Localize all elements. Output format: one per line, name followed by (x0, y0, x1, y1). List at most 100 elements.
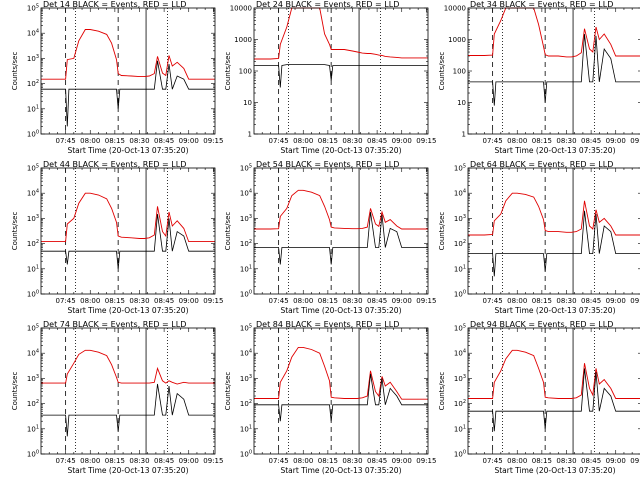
x-tick-label: 09:15 (630, 297, 640, 305)
y-tick-label: 10 (243, 99, 252, 107)
y-tick-label: 103 (240, 374, 252, 383)
y-tick-label: 100 (239, 68, 252, 76)
y-tick-label: 105 (454, 324, 466, 333)
detector-panel: Det 34 BLACK = Events, RED = LLD Counts/s… (438, 0, 640, 155)
plot-frame (253, 7, 429, 135)
x-axis-label: Start Time (20-Oct-13 07:35:20) (280, 466, 401, 475)
x-axis-label: Start Time (20-Oct-13 07:35:20) (67, 306, 188, 315)
x-tick-label: 07:45 (483, 297, 503, 305)
y-tick-label: 102 (27, 239, 39, 248)
panel-title: Det 14 BLACK = Events, RED = LLD (43, 0, 186, 9)
x-axis-label: Start Time (20-Oct-13 07:35:20) (494, 146, 615, 155)
y-tick-label: 1 (462, 131, 466, 139)
y-tick-label: 100 (454, 290, 466, 299)
x-axis-label: Start Time (20-Oct-13 07:35:20) (67, 466, 188, 475)
x-tick-label: 08:30 (342, 457, 362, 465)
x-tick-label: 08:30 (556, 297, 576, 305)
lld-series-line (41, 349, 215, 385)
events-series-line (468, 33, 640, 106)
y-axis-label: Counts/sec (438, 52, 446, 91)
x-tick-label: 08:15 (318, 457, 338, 465)
y-axis-label: Counts/sec (11, 372, 19, 411)
y-tick-label: 101 (27, 264, 39, 273)
x-axis-label: Start Time (20-Oct-13 07:35:20) (280, 146, 401, 155)
y-tick-label: 102 (454, 399, 466, 408)
panel-title: Det 24 BLACK = Events, RED = LLD (256, 0, 399, 9)
y-tick-label: 100 (27, 290, 39, 299)
lld-series-line (41, 29, 215, 80)
events-series-line (468, 368, 640, 432)
x-tick-label: 09:00 (179, 457, 199, 465)
x-tick-label: 08:45 (154, 457, 174, 465)
x-tick-label: 07:45 (56, 457, 76, 465)
x-tick-label: 07:45 (269, 297, 289, 305)
detector-panel: Det 84 BLACK = Events, RED = LLD Counts/s… (224, 320, 436, 475)
lld-series-line (254, 346, 428, 400)
y-tick-label: 105 (240, 324, 252, 333)
y-tick-label: 100 (240, 450, 252, 459)
x-tick-label: 09:00 (392, 457, 412, 465)
x-tick-label: 09:15 (630, 457, 640, 465)
y-axis-label: Counts/sec (11, 212, 19, 251)
y-tick-label: 101 (27, 424, 39, 433)
x-tick-label: 08:45 (154, 297, 174, 305)
y-tick-label: 102 (240, 399, 252, 408)
x-tick-label: 08:00 (507, 457, 527, 465)
y-tick-label: 102 (240, 239, 252, 248)
x-tick-label: 08:00 (507, 297, 527, 305)
x-tick-label: 07:45 (56, 137, 76, 145)
y-tick-label: 104 (27, 189, 39, 198)
x-tick-label: 08:30 (556, 137, 576, 145)
x-tick-label: 08:15 (318, 297, 338, 305)
x-tick-label: 08:15 (532, 297, 552, 305)
x-tick-label: 08:45 (367, 137, 387, 145)
y-tick-label: 10000 (444, 5, 466, 13)
y-tick-label: 104 (240, 349, 252, 358)
x-tick-label: 08:15 (532, 457, 552, 465)
detector-panel: Det 14 BLACK = Events, RED = LLD Counts/s… (11, 0, 223, 155)
x-tick-label: 08:30 (129, 137, 149, 145)
lld-series-line (468, 192, 640, 236)
lld-series-line (468, 349, 640, 399)
plot-frame (253, 167, 429, 295)
x-tick-label: 09:15 (630, 137, 640, 145)
x-tick-label: 07:45 (483, 457, 503, 465)
y-tick-label: 105 (27, 164, 39, 173)
panel-title: Det 84 BLACK = Events, RED = LLD (256, 320, 399, 329)
x-axis-label: Start Time (20-Oct-13 07:35:20) (494, 466, 615, 475)
y-tick-label: 101 (240, 424, 252, 433)
y-tick-label: 1 (248, 131, 252, 139)
x-axis-label: Start Time (20-Oct-13 07:35:20) (67, 146, 188, 155)
x-tick-label: 09:00 (179, 297, 199, 305)
y-tick-label: 101 (27, 104, 39, 113)
y-tick-label: 103 (27, 54, 39, 63)
y-tick-label: 105 (27, 4, 39, 13)
plot-frame (467, 7, 640, 135)
x-tick-label: 08:00 (80, 137, 100, 145)
y-tick-label: 1000 (448, 36, 466, 44)
events-series-line (41, 383, 215, 437)
x-tick-label: 09:00 (606, 457, 626, 465)
x-tick-label: 09:00 (179, 137, 199, 145)
y-tick-label: 101 (454, 264, 466, 273)
y-tick-label: 103 (240, 214, 252, 223)
x-tick-label: 08:00 (80, 297, 100, 305)
x-tick-label: 08:00 (293, 457, 313, 465)
x-tick-label: 09:15 (203, 297, 223, 305)
x-tick-label: 08:15 (532, 137, 552, 145)
x-tick-label: 08:00 (293, 137, 313, 145)
y-axis-label: Counts/sec (438, 212, 446, 251)
lld-series-line (41, 192, 215, 243)
y-axis-label: Counts/sec (11, 52, 19, 91)
x-tick-label: 09:15 (416, 297, 436, 305)
y-tick-label: 104 (27, 29, 39, 38)
x-tick-label: 07:45 (269, 137, 289, 145)
panel-title: Det 94 BLACK = Events, RED = LLD (470, 320, 613, 329)
panel-title: Det 74 BLACK = Events, RED = LLD (43, 320, 186, 329)
x-tick-label: 08:30 (556, 457, 576, 465)
events-series-line (254, 373, 428, 422)
x-axis-label: Start Time (20-Oct-13 07:35:20) (280, 306, 401, 315)
x-axis-label: Start Time (20-Oct-13 07:35:20) (494, 306, 615, 315)
detector-panel: Det 54 BLACK = Events, RED = LLD Counts/s… (224, 160, 436, 315)
